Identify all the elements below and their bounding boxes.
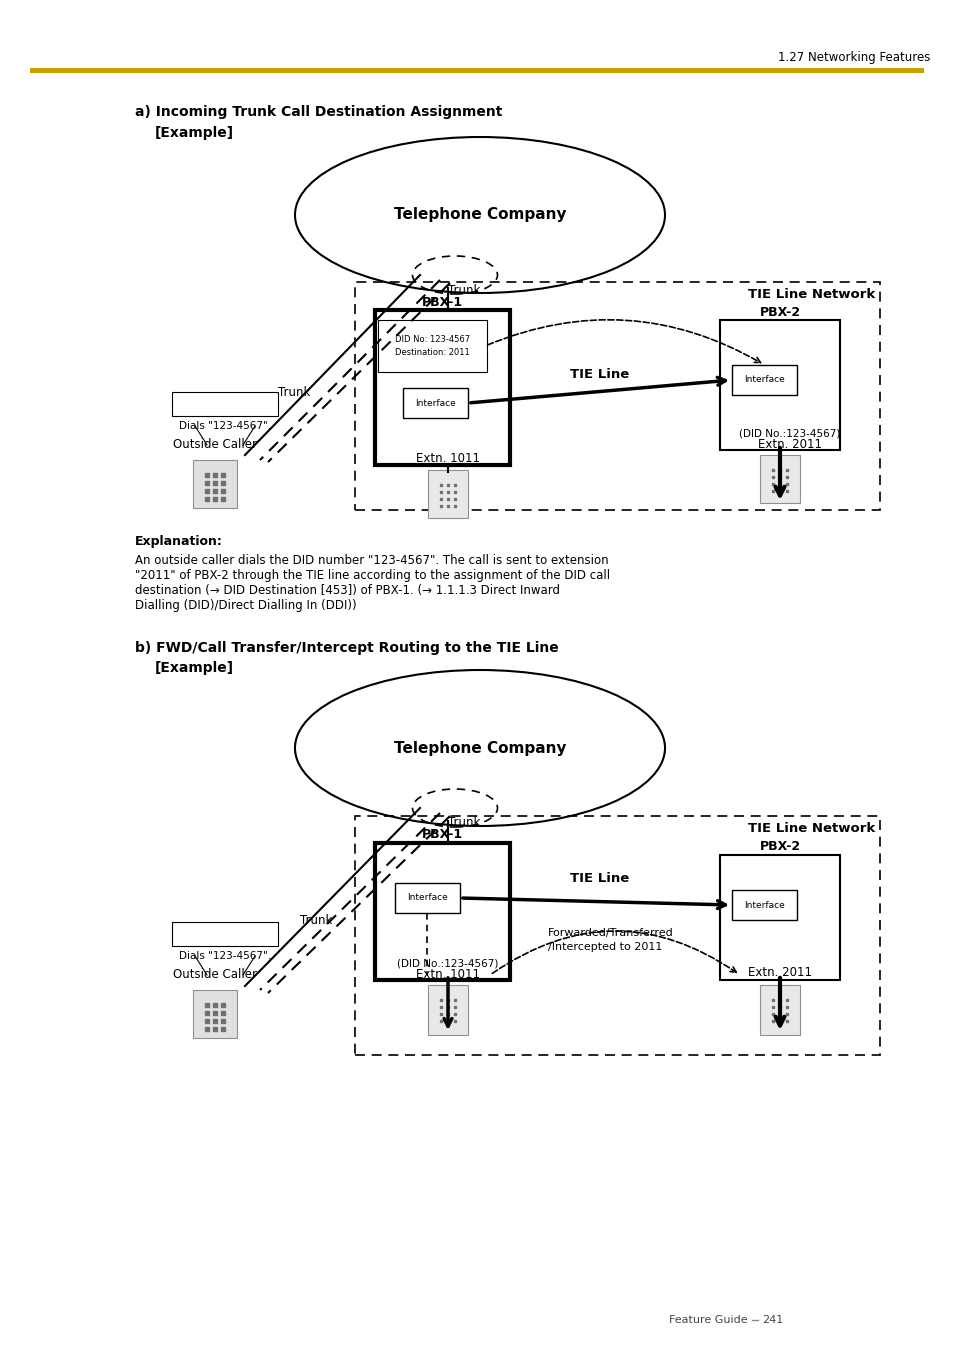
Text: (DID No.:123-4567): (DID No.:123-4567) xyxy=(739,428,840,438)
Text: Trunk: Trunk xyxy=(448,284,480,296)
Text: a) Incoming Trunk Call Destination Assignment: a) Incoming Trunk Call Destination Assig… xyxy=(135,105,502,119)
Text: Interface: Interface xyxy=(415,399,456,408)
Text: PBX-2: PBX-2 xyxy=(759,305,800,319)
Text: [Example]: [Example] xyxy=(154,661,233,676)
FancyBboxPatch shape xyxy=(720,855,840,979)
FancyBboxPatch shape xyxy=(428,470,468,517)
Text: 241: 241 xyxy=(761,1315,782,1325)
Text: destination (→ DID Destination [453]) of PBX-1. (→ 1.1.1.3 Direct Inward: destination (→ DID Destination [453]) of… xyxy=(135,584,559,597)
FancyBboxPatch shape xyxy=(731,890,796,920)
Text: PBX-1: PBX-1 xyxy=(421,828,462,842)
Text: TIE Line: TIE Line xyxy=(570,369,629,381)
FancyBboxPatch shape xyxy=(760,455,800,503)
Text: "2011" of PBX-2 through the TIE line according to the assignment of the DID call: "2011" of PBX-2 through the TIE line acc… xyxy=(135,569,610,582)
Text: [Example]: [Example] xyxy=(154,126,233,141)
Text: PBX-2: PBX-2 xyxy=(759,840,800,854)
Text: Extn. 1011: Extn. 1011 xyxy=(416,969,479,981)
FancyBboxPatch shape xyxy=(193,459,236,508)
Text: 1.27 Networking Features: 1.27 Networking Features xyxy=(777,51,929,65)
Text: Dialling (DID)/Direct Dialling In (DDI)): Dialling (DID)/Direct Dialling In (DDI)) xyxy=(135,598,356,612)
FancyBboxPatch shape xyxy=(172,392,277,416)
Text: PBX-1: PBX-1 xyxy=(421,296,462,308)
Text: Forwarded/Transferred
/Intercepted to 2011: Forwarded/Transferred /Intercepted to 20… xyxy=(547,928,673,952)
Text: Interface: Interface xyxy=(407,893,447,902)
FancyBboxPatch shape xyxy=(172,921,277,946)
Text: Dials "123-4567".: Dials "123-4567". xyxy=(179,951,271,961)
FancyBboxPatch shape xyxy=(760,985,800,1035)
Text: Trunk: Trunk xyxy=(277,386,310,400)
FancyBboxPatch shape xyxy=(428,985,468,1035)
Text: Outside Caller: Outside Caller xyxy=(172,969,256,981)
Text: Trunk: Trunk xyxy=(448,816,480,830)
Text: b) FWD/Call Transfer/Intercept Routing to the TIE Line: b) FWD/Call Transfer/Intercept Routing t… xyxy=(135,640,558,655)
FancyBboxPatch shape xyxy=(375,309,510,465)
Text: TIE Line Network: TIE Line Network xyxy=(747,288,874,300)
FancyBboxPatch shape xyxy=(731,365,796,394)
FancyBboxPatch shape xyxy=(395,884,459,913)
Text: Extn. 1011: Extn. 1011 xyxy=(416,451,479,465)
Text: Feature Guide: Feature Guide xyxy=(669,1315,747,1325)
Text: Extn. 2011: Extn. 2011 xyxy=(747,966,811,979)
Text: An outside caller dials the DID number "123-4567". The call is sent to extension: An outside caller dials the DID number "… xyxy=(135,554,608,567)
Text: Interface: Interface xyxy=(743,376,784,385)
Text: Interface: Interface xyxy=(743,901,784,909)
FancyBboxPatch shape xyxy=(402,388,468,417)
FancyBboxPatch shape xyxy=(720,320,840,450)
FancyBboxPatch shape xyxy=(375,843,510,979)
Text: Trunk: Trunk xyxy=(299,913,332,927)
FancyBboxPatch shape xyxy=(193,990,236,1038)
Text: DID No: 123-4567
Destination: 2011: DID No: 123-4567 Destination: 2011 xyxy=(395,335,470,357)
Text: Dials "123-4567".: Dials "123-4567". xyxy=(179,422,271,431)
Text: Outside Caller: Outside Caller xyxy=(172,439,256,451)
Text: TIE Line: TIE Line xyxy=(570,871,629,885)
FancyBboxPatch shape xyxy=(377,320,486,372)
Text: (DID No.:123-4567): (DID No.:123-4567) xyxy=(396,958,498,969)
Text: Telephone Company: Telephone Company xyxy=(394,208,566,223)
Text: Telephone Company: Telephone Company xyxy=(394,740,566,755)
Bar xyxy=(30,68,923,73)
Text: Extn. 2011: Extn. 2011 xyxy=(758,439,821,451)
Text: TIE Line Network: TIE Line Network xyxy=(747,821,874,835)
Text: Explanation:: Explanation: xyxy=(135,535,223,549)
